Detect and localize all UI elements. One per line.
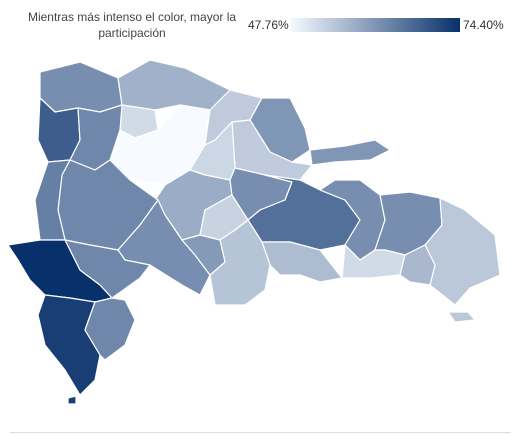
region-samana-pen[interactable] xyxy=(309,139,391,166)
region-se-light[interactable] xyxy=(399,244,436,286)
region-south-dark[interactable] xyxy=(37,294,101,396)
region-north-coast[interactable] xyxy=(117,59,231,111)
region-far-east[interactable] xyxy=(424,197,501,306)
region-capital[interactable] xyxy=(261,241,343,283)
legend-color-bar xyxy=(290,18,460,32)
map-regions xyxy=(7,59,501,405)
choropleth-map xyxy=(7,59,501,405)
region-island-beata[interactable] xyxy=(67,395,77,405)
region-south-mid[interactable] xyxy=(181,234,226,276)
footer-divider xyxy=(10,432,511,433)
legend-max-label: 74.40% xyxy=(463,18,504,32)
region-south-blue-2[interactable] xyxy=(84,297,136,361)
region-west-2[interactable] xyxy=(34,159,71,241)
region-island-saona[interactable] xyxy=(447,311,476,323)
legend-min-label: 47.76% xyxy=(248,18,289,32)
region-south-blue-1[interactable] xyxy=(64,239,151,299)
region-nw-coast[interactable] xyxy=(39,61,123,113)
legend-title: Mientras más intenso el color, mayor la … xyxy=(27,10,237,40)
